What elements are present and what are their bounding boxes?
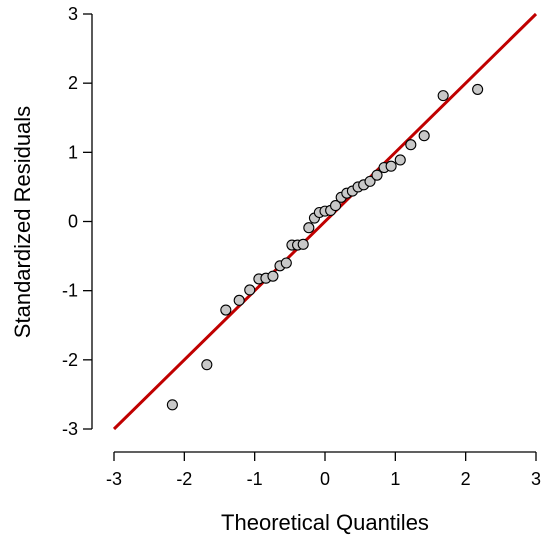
data-point <box>437 90 449 102</box>
x-tick-label: -1 <box>247 469 263 489</box>
x-tick-label: -3 <box>106 469 122 489</box>
data-point <box>385 160 397 172</box>
x-tick-label: -2 <box>176 469 192 489</box>
x-tick-label: 1 <box>390 469 400 489</box>
data-point <box>371 169 383 181</box>
data-point <box>267 270 279 282</box>
y-tick-label: 3 <box>68 4 78 24</box>
y-tick-label: 1 <box>68 142 78 162</box>
plot-area <box>112 12 538 431</box>
y-tick-label: -2 <box>62 350 78 370</box>
data-point <box>280 257 292 269</box>
data-point <box>201 359 213 371</box>
data-point <box>329 200 342 212</box>
y-tick-label: 2 <box>68 73 78 93</box>
x-tick-label: 3 <box>531 469 541 489</box>
data-point <box>233 294 245 306</box>
x-tick-label: 2 <box>461 469 471 489</box>
y-axis: -3 -2 -1 0 1 2 3 <box>62 4 93 439</box>
data-point <box>418 130 430 142</box>
y-tick-label: 0 <box>68 212 78 232</box>
data-point <box>394 154 406 166</box>
data-point <box>220 304 232 316</box>
x-axis: -3 -2 -1 0 1 2 3 <box>106 451 541 489</box>
data-point <box>297 238 309 250</box>
y-tick-label: -3 <box>62 419 78 439</box>
y-tick-label: -1 <box>62 281 78 301</box>
data-point <box>364 175 376 187</box>
x-axis-title: Theoretical Quantiles <box>221 510 429 535</box>
x-tick-label: 0 <box>320 469 330 489</box>
data-point <box>244 284 256 296</box>
y-axis-title: Standardized Residuals <box>10 106 35 338</box>
data-point <box>303 222 315 234</box>
data-point <box>405 139 417 151</box>
data-point <box>472 83 484 95</box>
data-point <box>166 399 178 411</box>
reference-line <box>112 12 538 431</box>
